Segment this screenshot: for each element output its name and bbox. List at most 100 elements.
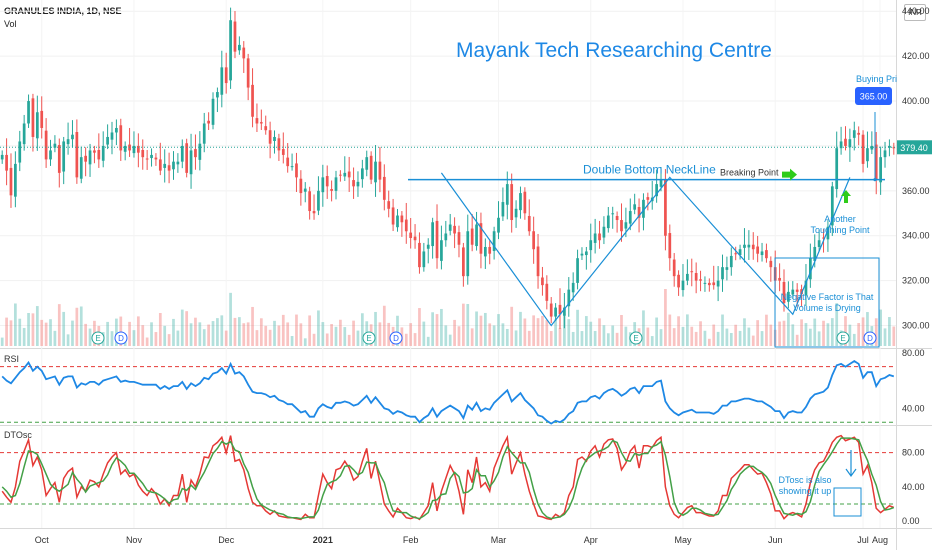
candle-body xyxy=(418,242,421,268)
candle-body xyxy=(690,271,694,273)
candle-body xyxy=(426,244,430,249)
candle-body xyxy=(835,148,839,190)
candle-body xyxy=(0,154,4,160)
candle-body xyxy=(132,145,136,154)
dto-tick-label: 80.00 xyxy=(902,448,925,458)
volume-bar xyxy=(523,318,527,346)
volume-bar xyxy=(0,337,4,346)
volume-bar xyxy=(132,330,136,346)
volume-bar xyxy=(360,313,364,346)
volume-bar xyxy=(22,327,26,346)
candle-body xyxy=(435,220,439,259)
volume-bar xyxy=(57,304,61,346)
time-tick-label: Jun xyxy=(768,535,783,545)
dto-label: DTOsc xyxy=(4,430,32,440)
volume-bar xyxy=(725,328,729,346)
candle-body xyxy=(317,190,320,211)
volume-bar xyxy=(563,314,566,346)
volume-bar xyxy=(659,329,663,346)
price-tick-label: 300.00 xyxy=(902,321,930,331)
candle-body xyxy=(822,237,825,239)
volume-bar xyxy=(470,328,474,346)
volume-bar xyxy=(686,314,689,346)
volume-bar xyxy=(866,312,869,346)
candle-body xyxy=(852,130,856,138)
volume-bar xyxy=(879,309,882,346)
candle-body xyxy=(519,193,522,211)
candle-body xyxy=(440,240,443,261)
volume-bar xyxy=(352,320,355,346)
candle-body xyxy=(677,274,680,288)
candle-body xyxy=(382,176,386,200)
volume-bar xyxy=(233,317,237,346)
dtosc-arrow xyxy=(845,450,857,478)
candle-body xyxy=(387,201,391,209)
volume-bar xyxy=(598,318,601,346)
volume-bar xyxy=(571,331,575,346)
candle-body xyxy=(844,138,847,146)
candle-body xyxy=(180,145,184,162)
volume-bar xyxy=(62,311,66,346)
volume-bar xyxy=(580,331,584,346)
volume-bar xyxy=(211,321,215,346)
candle-body xyxy=(27,101,30,124)
volume-bar xyxy=(804,323,808,346)
candle-body xyxy=(492,231,496,252)
candle-body xyxy=(580,253,584,256)
volume-bar xyxy=(835,303,839,346)
currency-button[interactable]: INR xyxy=(904,4,926,21)
candle-body xyxy=(470,228,474,245)
candle-body xyxy=(194,149,197,158)
volume-bar xyxy=(765,314,768,346)
volume-bar xyxy=(334,326,338,346)
volume-bar xyxy=(497,314,500,346)
event-marker-label: E xyxy=(95,334,100,343)
candle-body xyxy=(523,191,527,214)
candle-body xyxy=(224,67,228,84)
volume-bar xyxy=(479,315,483,346)
candle-body xyxy=(84,155,88,162)
candle-body xyxy=(839,141,843,149)
candle-body xyxy=(268,130,272,144)
candle-body xyxy=(527,215,531,232)
volume-bar xyxy=(268,329,272,346)
rsi-tick-label: 40.00 xyxy=(902,403,925,413)
volume-bar xyxy=(712,324,716,346)
volume-bar xyxy=(14,303,17,346)
volume-bar xyxy=(396,315,399,346)
event-marker-label: D xyxy=(118,334,124,343)
volume-bar xyxy=(584,316,588,346)
dto-d-line xyxy=(1,437,895,520)
volume-bar xyxy=(536,318,540,346)
event-marker xyxy=(389,331,403,345)
volume-bar xyxy=(541,315,544,346)
event-marker-label: D xyxy=(393,334,399,343)
candle-body xyxy=(281,149,285,155)
candle-body xyxy=(400,215,404,223)
candle-body xyxy=(787,291,790,302)
time-tick-label: Aug xyxy=(872,535,888,545)
candle-body xyxy=(808,258,812,280)
event-marker xyxy=(863,331,877,345)
volume-bar xyxy=(602,325,606,346)
volume-bar xyxy=(883,328,887,346)
candle-body xyxy=(176,161,180,165)
candle-body xyxy=(830,186,834,226)
last-price-tag xyxy=(897,140,932,155)
volume-bar xyxy=(220,315,224,346)
volume-bar xyxy=(141,325,145,346)
candle-body xyxy=(295,163,298,178)
candle-body xyxy=(448,224,452,231)
volume-bar xyxy=(330,324,333,346)
dto-tick-label: 0.00 xyxy=(902,516,920,526)
volume-bar xyxy=(238,317,241,346)
candle-body xyxy=(892,147,896,149)
candle-body xyxy=(242,47,246,59)
volume-bar xyxy=(176,330,180,346)
candle-body xyxy=(339,174,342,176)
candle-body xyxy=(286,157,290,167)
volume-bar xyxy=(242,323,246,346)
volume-bar xyxy=(273,320,276,346)
volume-bar xyxy=(589,321,593,346)
